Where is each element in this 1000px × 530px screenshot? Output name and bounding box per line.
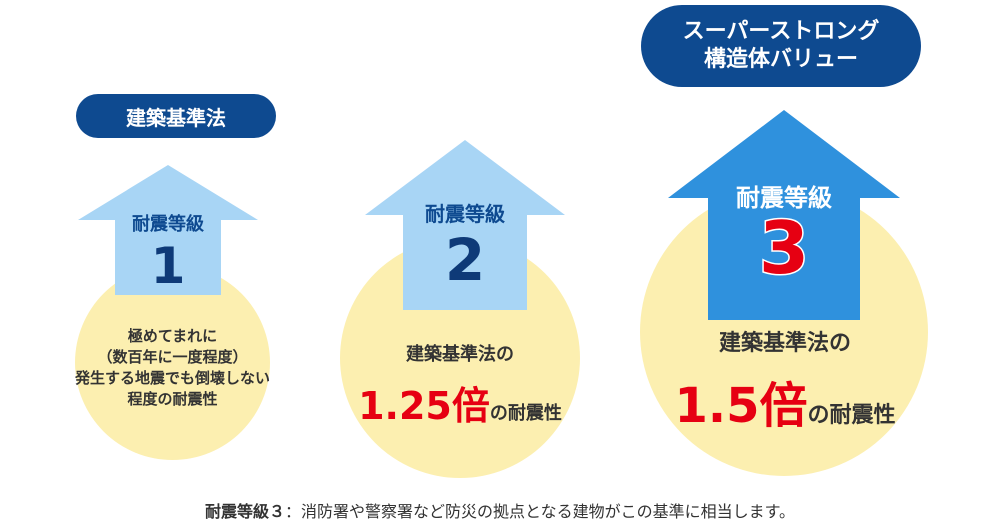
- level2-arrow-shape: [365, 140, 565, 310]
- level2-multiplier-row: 1.25倍の耐震性: [330, 375, 590, 430]
- level1-description: 極めてまれに （数百年に一度程度） 発生する地震でも倒壊しない 程度の耐震性: [55, 326, 290, 410]
- level2-multiplier: 1.25倍: [358, 384, 490, 428]
- level3-description: 建築基準法の 1.5倍の耐震性: [645, 330, 925, 436]
- level1-circle: [75, 265, 270, 460]
- level3-suffix: の耐震性: [807, 403, 896, 428]
- footer-note: 耐震等級３：消防署や警察署など防災の拠点となる建物がこの基準に相当します。: [0, 498, 1000, 522]
- level1-pill-label: 建築基準法: [126, 105, 226, 130]
- level2-grade-number: 2: [444, 226, 486, 294]
- level2-description: 建築基準法の 1.25倍の耐震性: [330, 343, 590, 430]
- footer-text: ：消防署や警察署など防災の拠点となる建物がこの基準に相当します。: [285, 502, 795, 521]
- level2-grade-label: 耐震等級: [425, 202, 505, 226]
- level2-desc-top: 建築基準法の: [406, 344, 514, 365]
- level3-pill-line-1: スーパーストロング: [682, 19, 880, 44]
- level3-multiplier-row: 1.5倍の耐震性: [645, 366, 925, 436]
- level1-desc-line-1: 極めてまれに: [127, 327, 218, 345]
- level1-arrow-shape: [78, 165, 258, 295]
- level3-pill-line-2: 構造体バリュー: [703, 47, 858, 72]
- level1-desc-line-2: （数百年に一度程度）: [97, 348, 248, 366]
- level1-pill-building-standard: 建築基準法: [76, 94, 276, 138]
- level3-pill-super-strong: スーパーストロング 構造体バリュー: [641, 5, 921, 87]
- level3-grade-label: 耐震等級: [736, 184, 832, 212]
- level1-desc-line-4: 程度の耐震性: [127, 390, 218, 408]
- level3-arrow-shape: [668, 110, 900, 320]
- level1-grade-number: 1: [150, 237, 186, 295]
- level1-desc-line-3: 発生する地震でも倒壊しない: [74, 369, 270, 387]
- level1-grade-label: 耐震等級: [132, 214, 204, 235]
- level3-desc-top: 建築基準法の: [718, 331, 851, 356]
- level3-grade-number: 3: [757, 206, 810, 290]
- level2-suffix: の耐震性: [489, 403, 562, 424]
- footer-label: 耐震等級３: [205, 502, 286, 521]
- level3-multiplier: 1.5倍: [674, 378, 808, 434]
